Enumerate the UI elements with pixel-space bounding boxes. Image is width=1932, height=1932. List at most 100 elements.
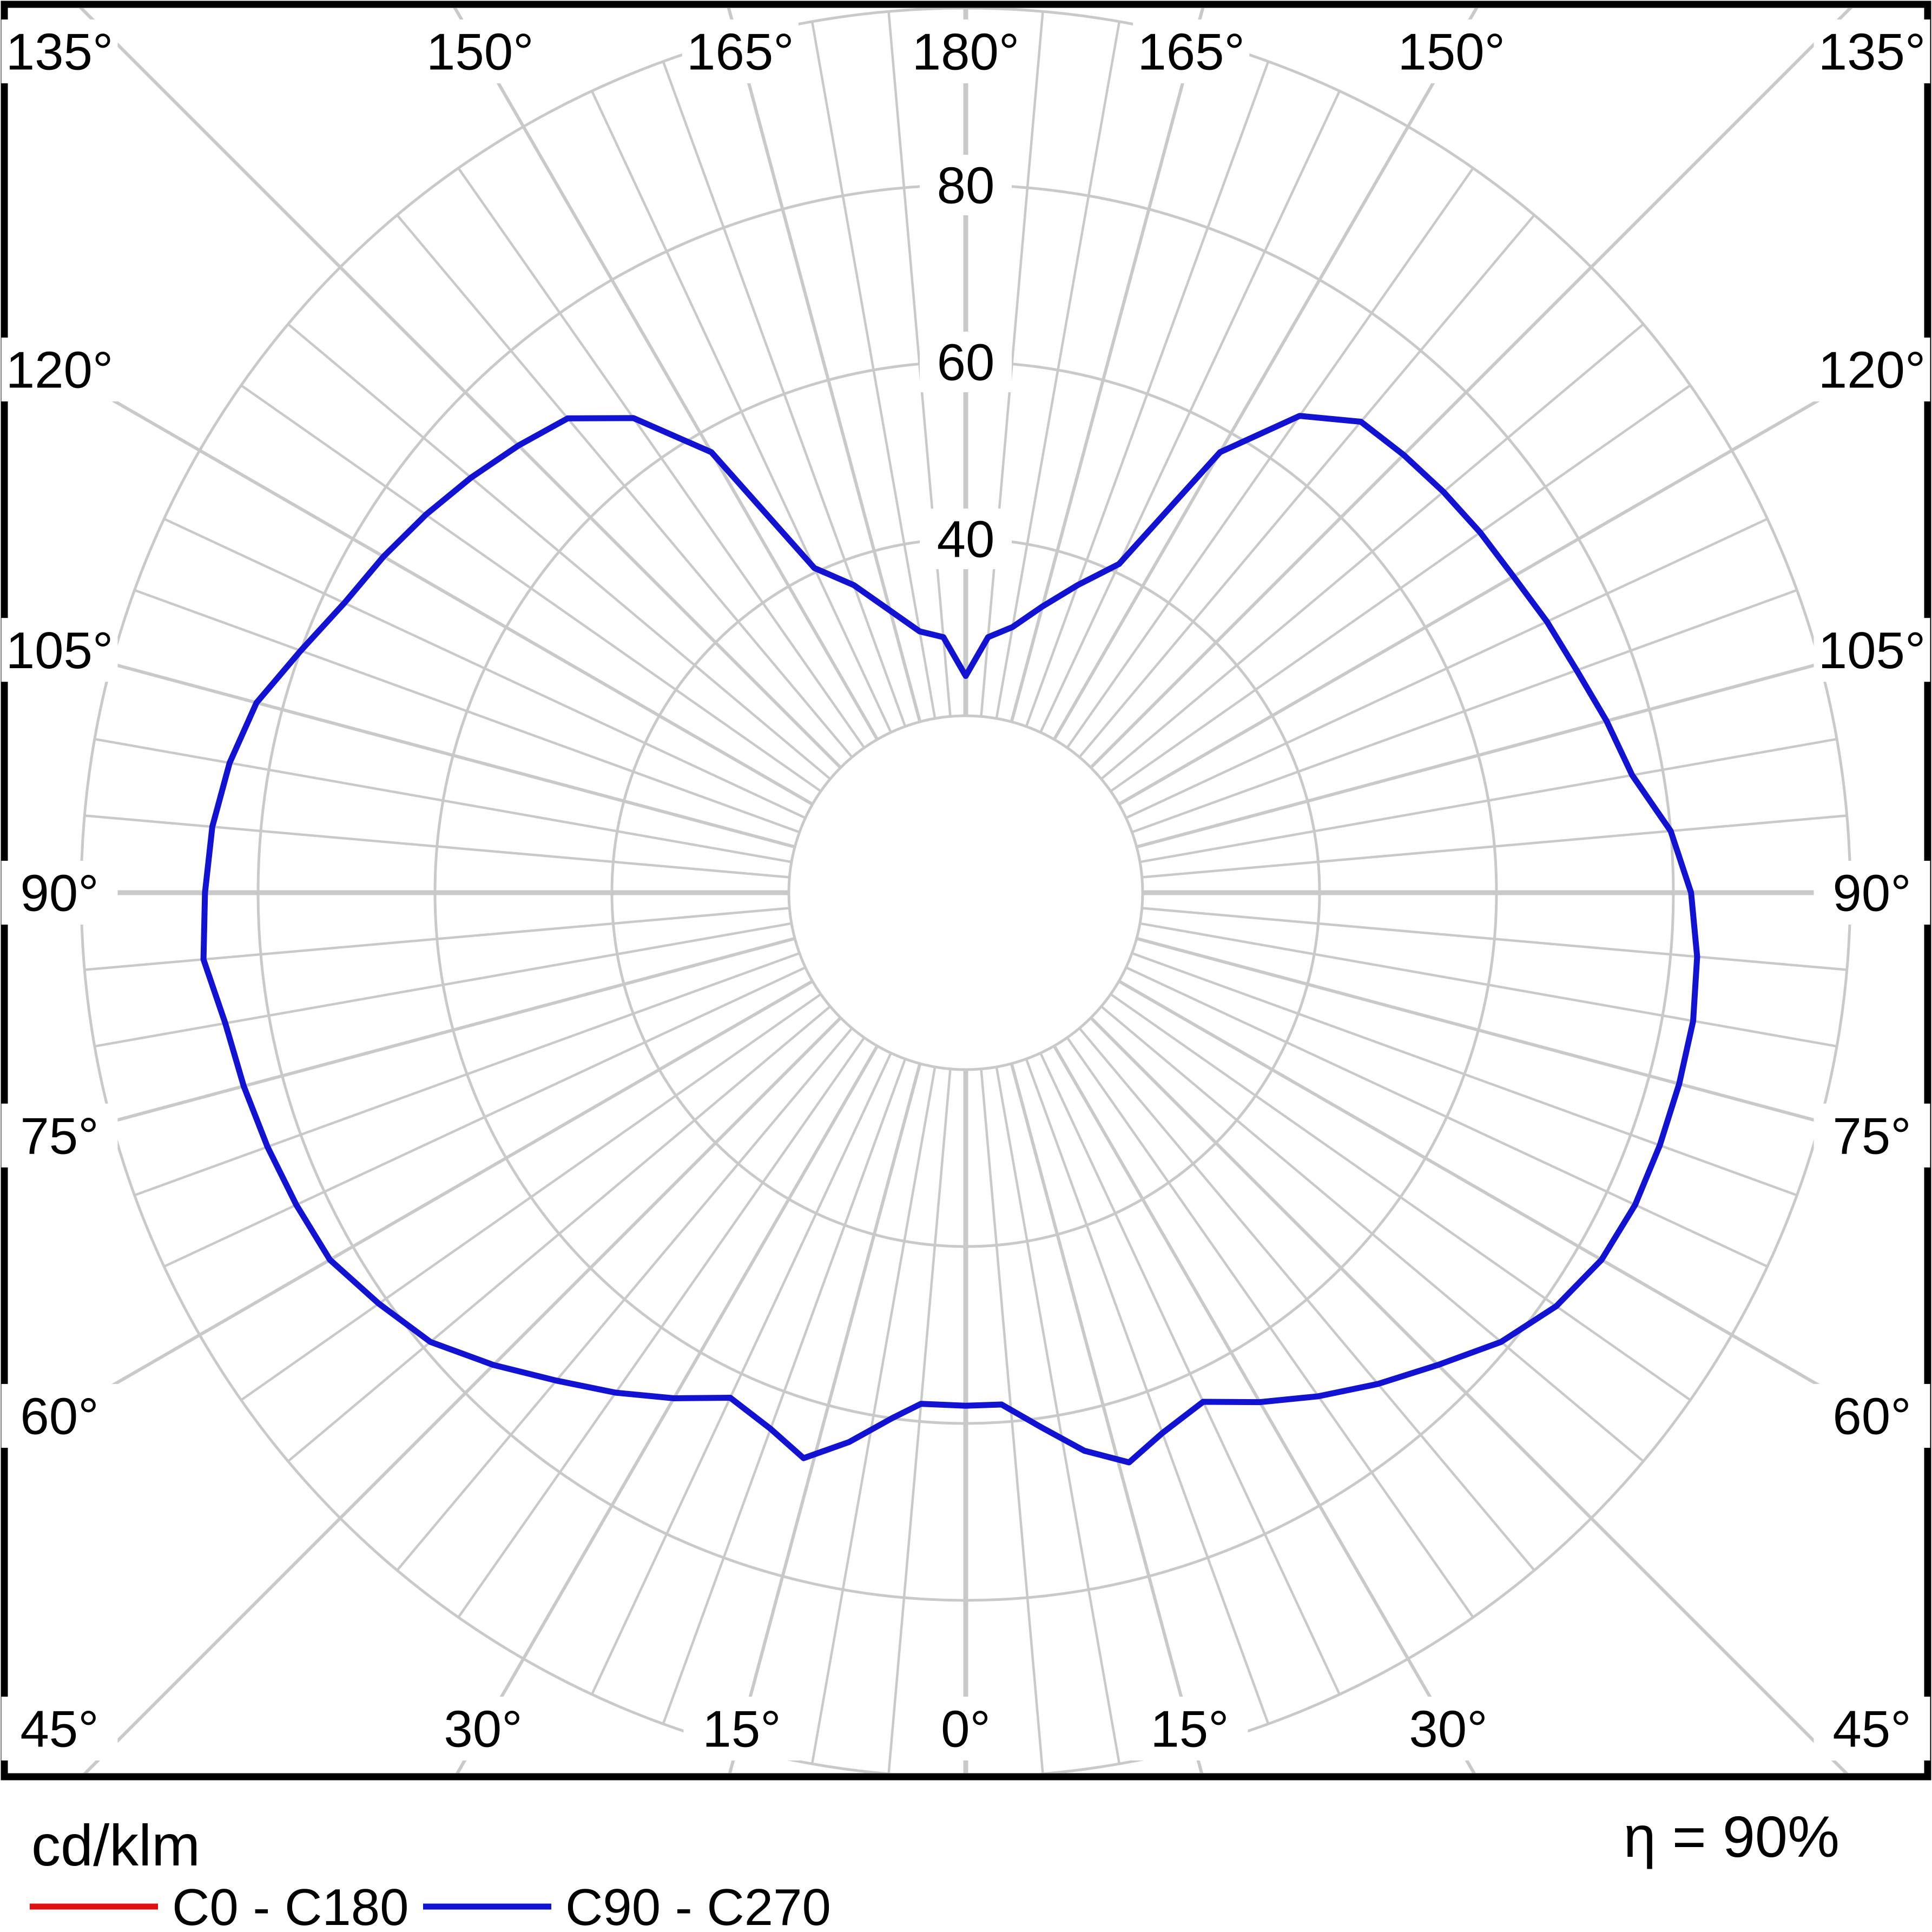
grid-spoke-45 — [1090, 1017, 1849, 1773]
angle-tick-label-75-right-backing — [1814, 1103, 1930, 1168]
ring-tick-label-80-backing — [920, 155, 1012, 215]
grid-spoke-145 — [1066, 167, 1474, 749]
angle-tick-label-15-left: 15° — [702, 1700, 781, 1758]
grid-spoke-340 — [662, 1058, 907, 1725]
grid-spoke-300 — [8, 979, 814, 1448]
grid-spoke-160 — [1025, 61, 1270, 727]
grid-spoke-125 — [1110, 384, 1691, 793]
grid-spoke-70 — [1131, 952, 1798, 1197]
intensity-curve-c90-c270 — [200, 413, 1700, 1466]
grid-spoke-285 — [8, 937, 795, 1151]
grid-spoke-240 — [8, 338, 814, 806]
angle-tick-label-30-left-backing — [425, 1697, 542, 1760]
angle-tick-label-105-left-backing — [1, 618, 118, 682]
grid-spoke-120 — [1118, 338, 1924, 806]
angle-tick-label-45-left: 45° — [20, 1700, 98, 1758]
angle-tick-label-165-left-backing — [682, 19, 799, 83]
grid-spoke-65 — [1125, 966, 1768, 1268]
angle-tick-label-135-left-backing — [1, 19, 118, 83]
angle-tick-label-180-right-backing — [907, 19, 1024, 83]
angle-tick-label-120-right: 120° — [1818, 341, 1926, 399]
angle-tick-label-90-left: 90° — [20, 865, 98, 922]
angle-tick-label-105-left: 105° — [6, 622, 114, 680]
grid-spoke-260 — [94, 737, 792, 863]
grid-spoke-320 — [396, 1027, 853, 1571]
intensity-curves — [200, 413, 1700, 1466]
grid-spoke-75 — [1136, 937, 1924, 1151]
grid-spoke-150 — [1052, 8, 1479, 741]
angle-tick-label-120-right-backing — [1814, 337, 1930, 401]
grid-spoke-250 — [134, 589, 800, 834]
grid-spoke-110 — [1131, 589, 1798, 834]
angle-tick-label-0-right: 0° — [941, 1700, 991, 1758]
legend-label-c0-c180: C0 - C180 — [172, 1878, 409, 1932]
angle-tick-label-30-right-backing — [1390, 1697, 1507, 1760]
grid-spoke-85 — [1142, 907, 1847, 971]
grid-spoke-355 — [887, 1069, 952, 1773]
grid-spoke-210 — [453, 8, 879, 741]
grid-spoke-255 — [8, 634, 795, 849]
angle-tick-label-165-right-backing — [1133, 19, 1250, 83]
angle-tick-label-135-right-backing — [1814, 19, 1930, 83]
angle-tick-label-75-left-backing — [1, 1103, 118, 1168]
grid-spoke-170 — [995, 21, 1121, 719]
grid-spoke-335 — [590, 1052, 892, 1695]
grid-spoke-295 — [163, 966, 806, 1268]
grid-spoke-135 — [1090, 8, 1853, 769]
angle-tick-label-75-right: 75° — [1832, 1107, 1911, 1165]
angle-tick-label-60-left: 60° — [20, 1388, 98, 1446]
angle-tick-label-180-right: 180° — [912, 23, 1020, 81]
grid-spoke-290 — [134, 952, 800, 1197]
ring-tick-label-60: 60 — [937, 334, 995, 392]
legend-label-c90-c270: C90 - C270 — [565, 1878, 831, 1932]
angle-tick-label-90-right-backing — [1814, 861, 1930, 925]
angle-tick-label-45-left-backing — [1, 1697, 118, 1760]
grid-spoke-330 — [456, 1045, 879, 1773]
ring-tick-label-60-backing — [920, 332, 1012, 392]
grid-spoke-155 — [1039, 90, 1341, 733]
grid-spoke-235 — [240, 384, 822, 793]
angle-tick-label-15-left-backing — [683, 1697, 800, 1760]
angle-tick-label-165-left: 165° — [687, 23, 794, 81]
angle-tick-label-150-right: 150° — [1397, 23, 1505, 81]
grid-spoke-115 — [1125, 517, 1768, 819]
angle-tick-label-90-right: 90° — [1832, 865, 1911, 922]
grid-spoke-310 — [287, 1005, 831, 1462]
angle-tick-label-60-left-backing — [1, 1384, 118, 1448]
grid-spoke-195 — [727, 8, 922, 722]
angle-tick-label-105-right: 105° — [1818, 622, 1926, 680]
angle-tick-label-45-right: 45° — [1832, 1700, 1911, 1758]
grid-spoke-230 — [287, 323, 831, 780]
angle-tick-label-0-right-backing — [907, 1697, 1024, 1760]
grid-spoke-35 — [1066, 1037, 1474, 1618]
angle-tick-label-120-left: 120° — [6, 341, 114, 399]
grid-spoke-140 — [1078, 214, 1535, 758]
grid-spoke-80 — [1139, 922, 1837, 1048]
grid-spoke-315 — [83, 1017, 842, 1773]
angle-tick-label-90-left-backing — [1, 861, 118, 925]
grid-spoke-55 — [1110, 993, 1691, 1401]
grid-spoke-15 — [1010, 1063, 1204, 1773]
angle-tick-label-60-right: 60° — [1832, 1388, 1911, 1446]
grid-spoke-345 — [728, 1063, 922, 1773]
angle-tick-label-30-right: 30° — [1409, 1700, 1487, 1758]
grid-spoke-130 — [1100, 323, 1644, 780]
grid-spoke-60 — [1118, 979, 1924, 1448]
grid-spoke-25 — [1039, 1052, 1341, 1695]
angle-tick-label-15-right-backing — [1131, 1697, 1248, 1760]
axis-labels: 40 60 80 0° 15° 15° 30° 30° 45° 45° 60° 60° 75° 75° 90… — [1, 19, 1930, 1760]
grid-spoke-325 — [457, 1037, 866, 1618]
angle-tick-label-15-right: 15° — [1150, 1700, 1229, 1758]
grid-spoke-5 — [980, 1069, 1044, 1773]
grid-spoke-265 — [84, 814, 790, 879]
ring-tick-label-40: 40 — [937, 511, 995, 569]
grid-spoke-350 — [810, 1066, 937, 1764]
grid-spoke-40 — [1078, 1027, 1535, 1571]
grid-spoke-305 — [240, 993, 822, 1401]
angle-tick-label-105-right-backing — [1814, 618, 1930, 682]
angle-tick-label-150-left: 150° — [426, 23, 534, 81]
grid-spoke-275 — [84, 907, 790, 971]
grid-spoke-20 — [1025, 1058, 1270, 1725]
efficiency-label: η = 90% — [1624, 1804, 1839, 1869]
